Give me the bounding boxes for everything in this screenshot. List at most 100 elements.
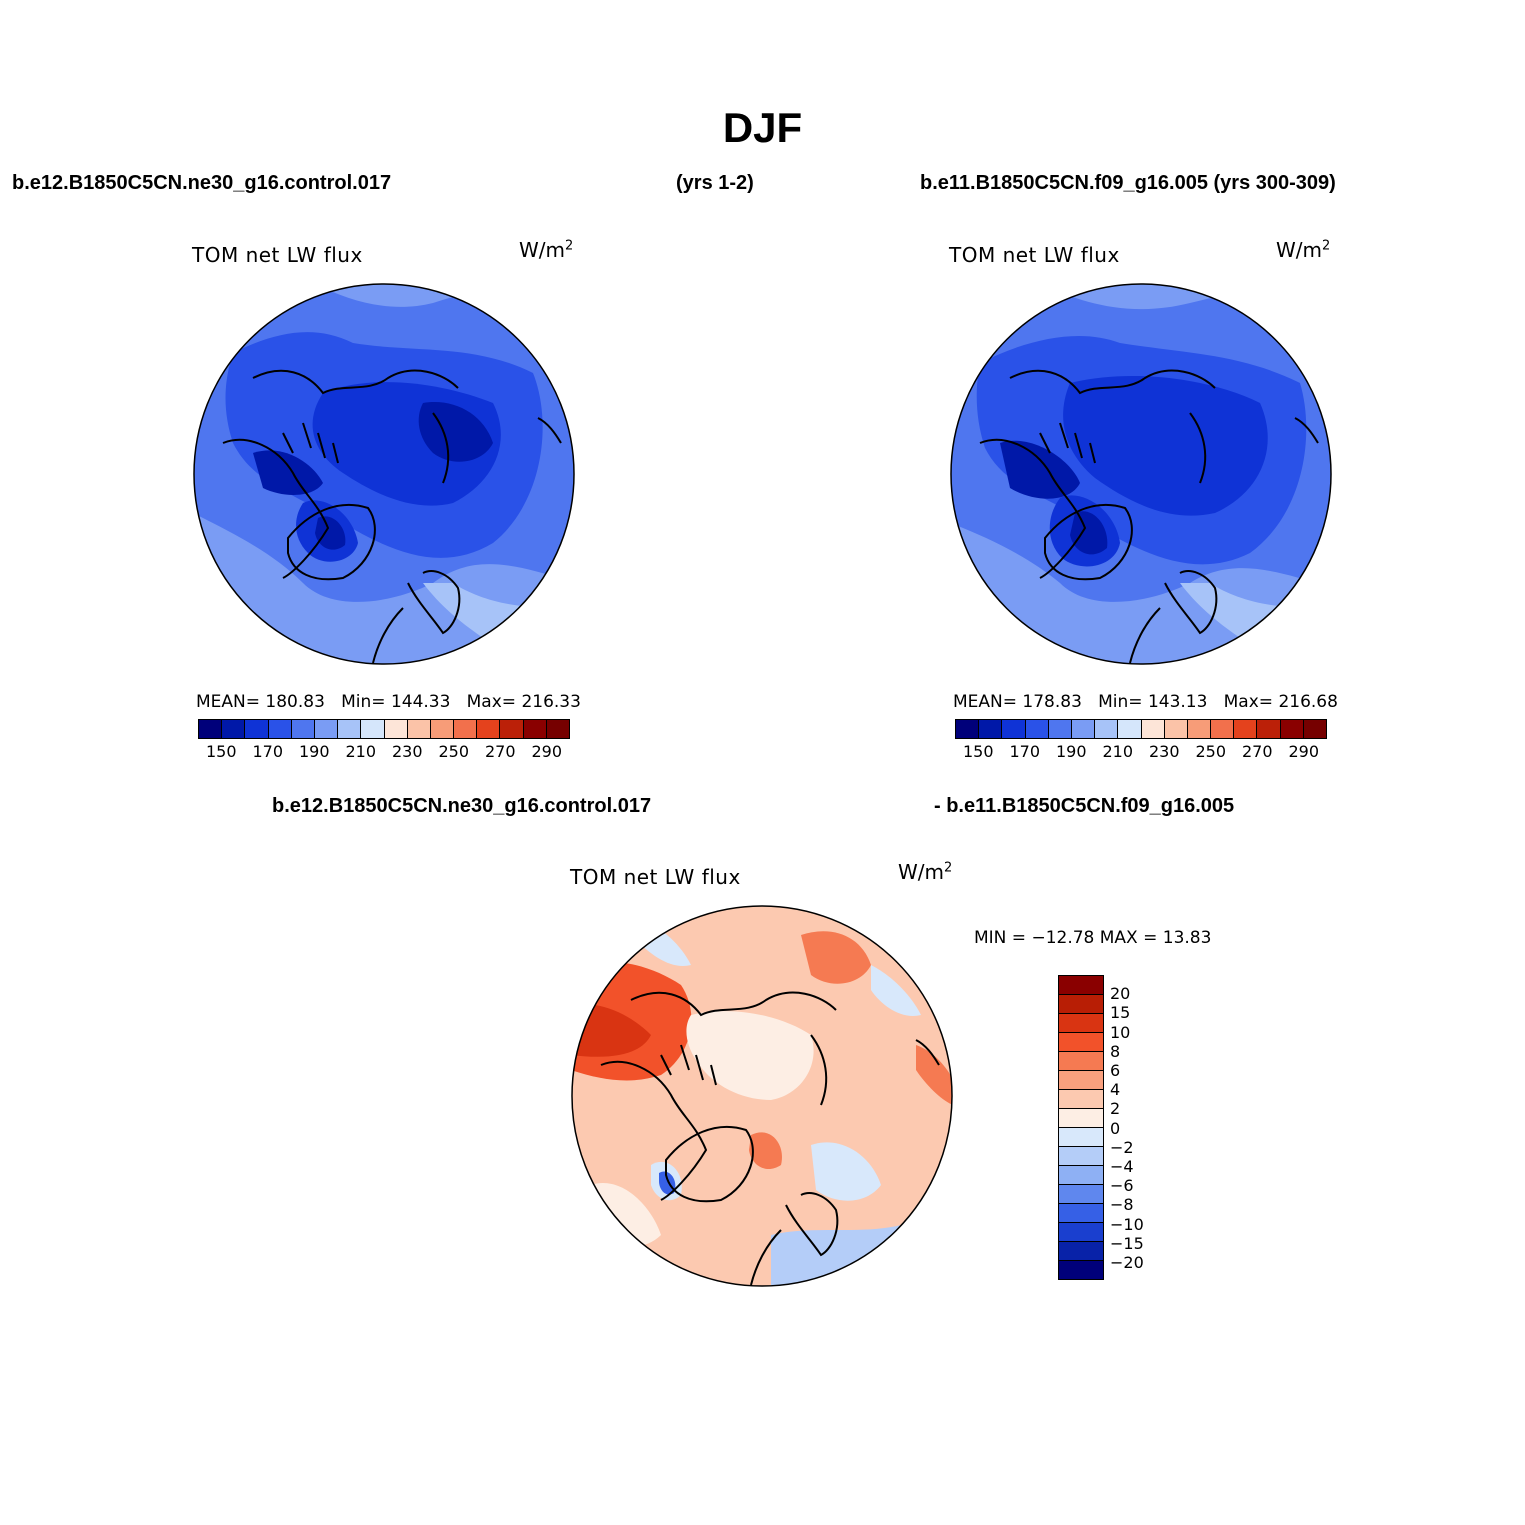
colorbar-swatch: [1280, 720, 1304, 738]
colorbar-swatch: [1059, 1090, 1103, 1109]
colorbar-tick-label: 190: [1055, 742, 1087, 761]
colorbar-swatch: [361, 720, 385, 738]
colorbar-tick-label: 250: [438, 742, 470, 761]
colorbar-swatch: [1059, 995, 1103, 1014]
header-left-case: b.e12.B1850C5CN.ne30_g16.control.017: [12, 172, 392, 194]
panel1-title: TOM net LW flux: [192, 243, 363, 267]
panel3-difference-polar-map: [571, 905, 953, 1287]
colorbar-swatch: [546, 720, 569, 738]
colorbar-swatch: [1059, 1223, 1103, 1242]
colorbar-tick-label: −10: [1110, 1214, 1144, 1234]
colorbar-tick-label: 270: [1241, 742, 1273, 761]
colorbar-swatch: [1095, 720, 1119, 738]
colorbar-swatch: [1059, 976, 1103, 995]
colorbar-tick-label: 6: [1110, 1061, 1121, 1080]
colorbar-swatch: [956, 720, 980, 738]
colorbar-swatch: [1211, 720, 1235, 738]
colorbar-tick-label: 150: [205, 742, 237, 761]
figure-title: DJF: [722, 104, 803, 151]
colorbar-swatch: [1002, 720, 1026, 738]
colorbar-swatch: [1141, 720, 1165, 738]
colorbar-swatch: [1059, 1033, 1103, 1052]
colorbar-tick-label: −20: [1110, 1253, 1144, 1272]
colorbar-tick-label: 4: [1110, 1080, 1121, 1100]
colorbar-swatch: [1059, 1261, 1103, 1279]
colorbar-tick-label: 250: [1195, 742, 1227, 761]
colorbar-tick-label: 290: [531, 742, 563, 761]
colorbar-swatch: [384, 720, 408, 738]
header-right-case: b.e11.B1850C5CN.f09_g16.005 (yrs 300-309…: [920, 172, 1336, 194]
colorbar-swatch: [1257, 720, 1281, 738]
colorbar-swatch: [268, 720, 292, 738]
colorbar-tick-label: 230: [1148, 742, 1180, 761]
colorbar-tick-label: 170: [1009, 742, 1041, 761]
panel3-colorbar-labels: 20 15 10 8 6 4 2 0 −2 −4 −6 −8 −10 −15 −20: [1110, 975, 1170, 1285]
colorbar-swatch: [1059, 1109, 1103, 1128]
panel2-stats: MEAN= 178.83 Min= 143.13 Max= 216.68: [953, 692, 1338, 712]
colorbar-swatch: [1059, 1128, 1103, 1147]
colorbar-swatch: [222, 720, 246, 738]
panel1-polar-map: [193, 283, 575, 665]
colorbar-swatch: [1059, 1147, 1103, 1166]
colorbar-tick-label: 2: [1110, 1099, 1121, 1119]
colorbar-tick-label: −2: [1110, 1137, 1134, 1157]
panel2-polar-map: [950, 283, 1332, 665]
colorbar-swatch: [454, 720, 478, 738]
panel1-units: W/m2: [519, 238, 574, 262]
panel3-title: TOM net LW flux: [570, 865, 741, 889]
colorbar-tick-label: 190: [298, 742, 330, 761]
colorbar-swatch: [979, 720, 1003, 738]
colorbar-swatch: [199, 720, 223, 738]
colorbar-swatch: [407, 720, 431, 738]
diff-header-right: - b.e11.B1850C5CN.f09_g16.005: [934, 795, 1235, 817]
colorbar-swatch: [1059, 1185, 1103, 1204]
colorbar-tick-label: 0: [1110, 1118, 1121, 1138]
colorbar-swatch: [1059, 1071, 1103, 1090]
colorbar-swatch: [1187, 720, 1212, 738]
colorbar-tick-label: 210: [1102, 742, 1134, 761]
colorbar-tick-label: −4: [1110, 1157, 1134, 1176]
colorbar-swatch: [338, 720, 362, 738]
colorbar-tick-label: −15: [1110, 1233, 1144, 1253]
colorbar-tick-label: 8: [1110, 1041, 1121, 1061]
panel3-minmax: MIN = −12.78 MAX = 13.83: [974, 928, 1212, 948]
colorbar-swatch: [1164, 720, 1188, 738]
panel2-title: TOM net LW flux: [949, 243, 1120, 267]
panel2-colorbar: 150 170 190 210 230 250 270 290: [955, 719, 1327, 761]
colorbar-swatch: [1059, 1166, 1103, 1185]
panel3-units: W/m2: [898, 860, 953, 884]
colorbar-tick-label: −6: [1110, 1176, 1134, 1196]
colorbar-swatch: [1071, 720, 1096, 738]
colorbar-tick-label: −8: [1110, 1195, 1134, 1215]
colorbar-tick-label: 230: [391, 742, 423, 761]
colorbar-tick-label: 10: [1110, 1022, 1131, 1042]
colorbar-swatch: [245, 720, 269, 738]
panel3-colorbar: [1058, 975, 1104, 1280]
header-years: (yrs 1-2): [676, 172, 754, 194]
colorbar-swatch: [1303, 720, 1326, 738]
colorbar-swatch: [1059, 1052, 1103, 1071]
colorbar-tick-label: 150: [962, 742, 994, 761]
panel2-units: W/m2: [1276, 238, 1331, 262]
colorbar-tick-label: 290: [1288, 742, 1320, 761]
colorbar-swatch: [500, 720, 524, 738]
colorbar-swatch: [1118, 720, 1142, 738]
colorbar-swatch: [430, 720, 455, 738]
colorbar-tick-label: 15: [1110, 1003, 1131, 1023]
colorbar-swatch: [1059, 1204, 1103, 1223]
colorbar-swatch: [1025, 720, 1049, 738]
colorbar-tick-label: 270: [484, 742, 516, 761]
colorbar-swatch: [314, 720, 339, 738]
colorbar-tick-label: 20: [1110, 984, 1131, 1004]
colorbar-swatch: [477, 720, 501, 738]
colorbar-tick-label: 210: [345, 742, 377, 761]
colorbar-swatch: [1059, 1014, 1103, 1033]
colorbar-swatch: [1234, 720, 1258, 738]
colorbar-swatch: [1048, 720, 1072, 738]
colorbar-swatch: [523, 720, 547, 738]
colorbar-swatch: [1059, 1242, 1103, 1261]
panel1-stats: MEAN= 180.83 Min= 144.33 Max= 216.33: [196, 692, 581, 712]
diff-header-left: b.e12.B1850C5CN.ne30_g16.control.017: [272, 795, 652, 817]
panel1-colorbar: 150 170 190 210 230 250 270 290: [198, 719, 570, 761]
colorbar-tick-label: 170: [252, 742, 284, 761]
